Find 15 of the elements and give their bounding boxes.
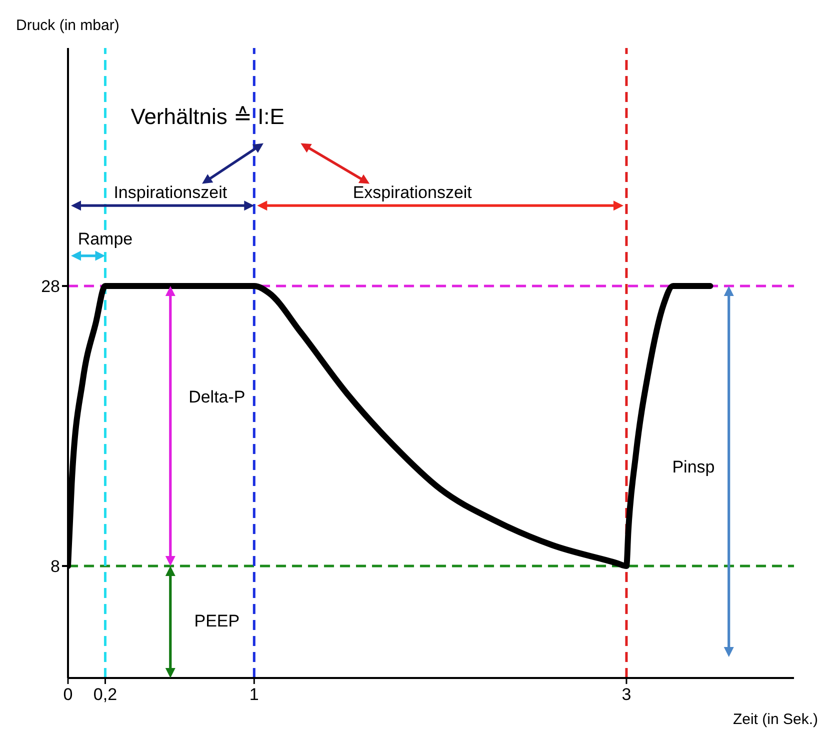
x-tick-label: 1	[249, 685, 259, 704]
x-tick-label: 3	[622, 685, 632, 704]
annotation: PEEP	[194, 611, 240, 630]
x-tick-label: 0	[63, 685, 73, 704]
y-tick-label: 28	[41, 277, 60, 296]
x-tick-label: 0,2	[93, 685, 118, 704]
annotation: Rampe	[78, 229, 133, 248]
annotation: Verhältnis ≙ I:E	[130, 104, 284, 129]
annotation: Inspirationszeit	[114, 183, 228, 202]
annotation: Pinsp	[672, 457, 715, 476]
annotation: Delta-P	[188, 387, 246, 406]
y-axis-title: Druck (in mbar)	[16, 17, 120, 34]
annotation: Exspirationszeit	[352, 183, 472, 202]
x-axis-title: Zeit (in Sek.)	[732, 711, 818, 728]
y-tick-label: 8	[50, 557, 60, 576]
